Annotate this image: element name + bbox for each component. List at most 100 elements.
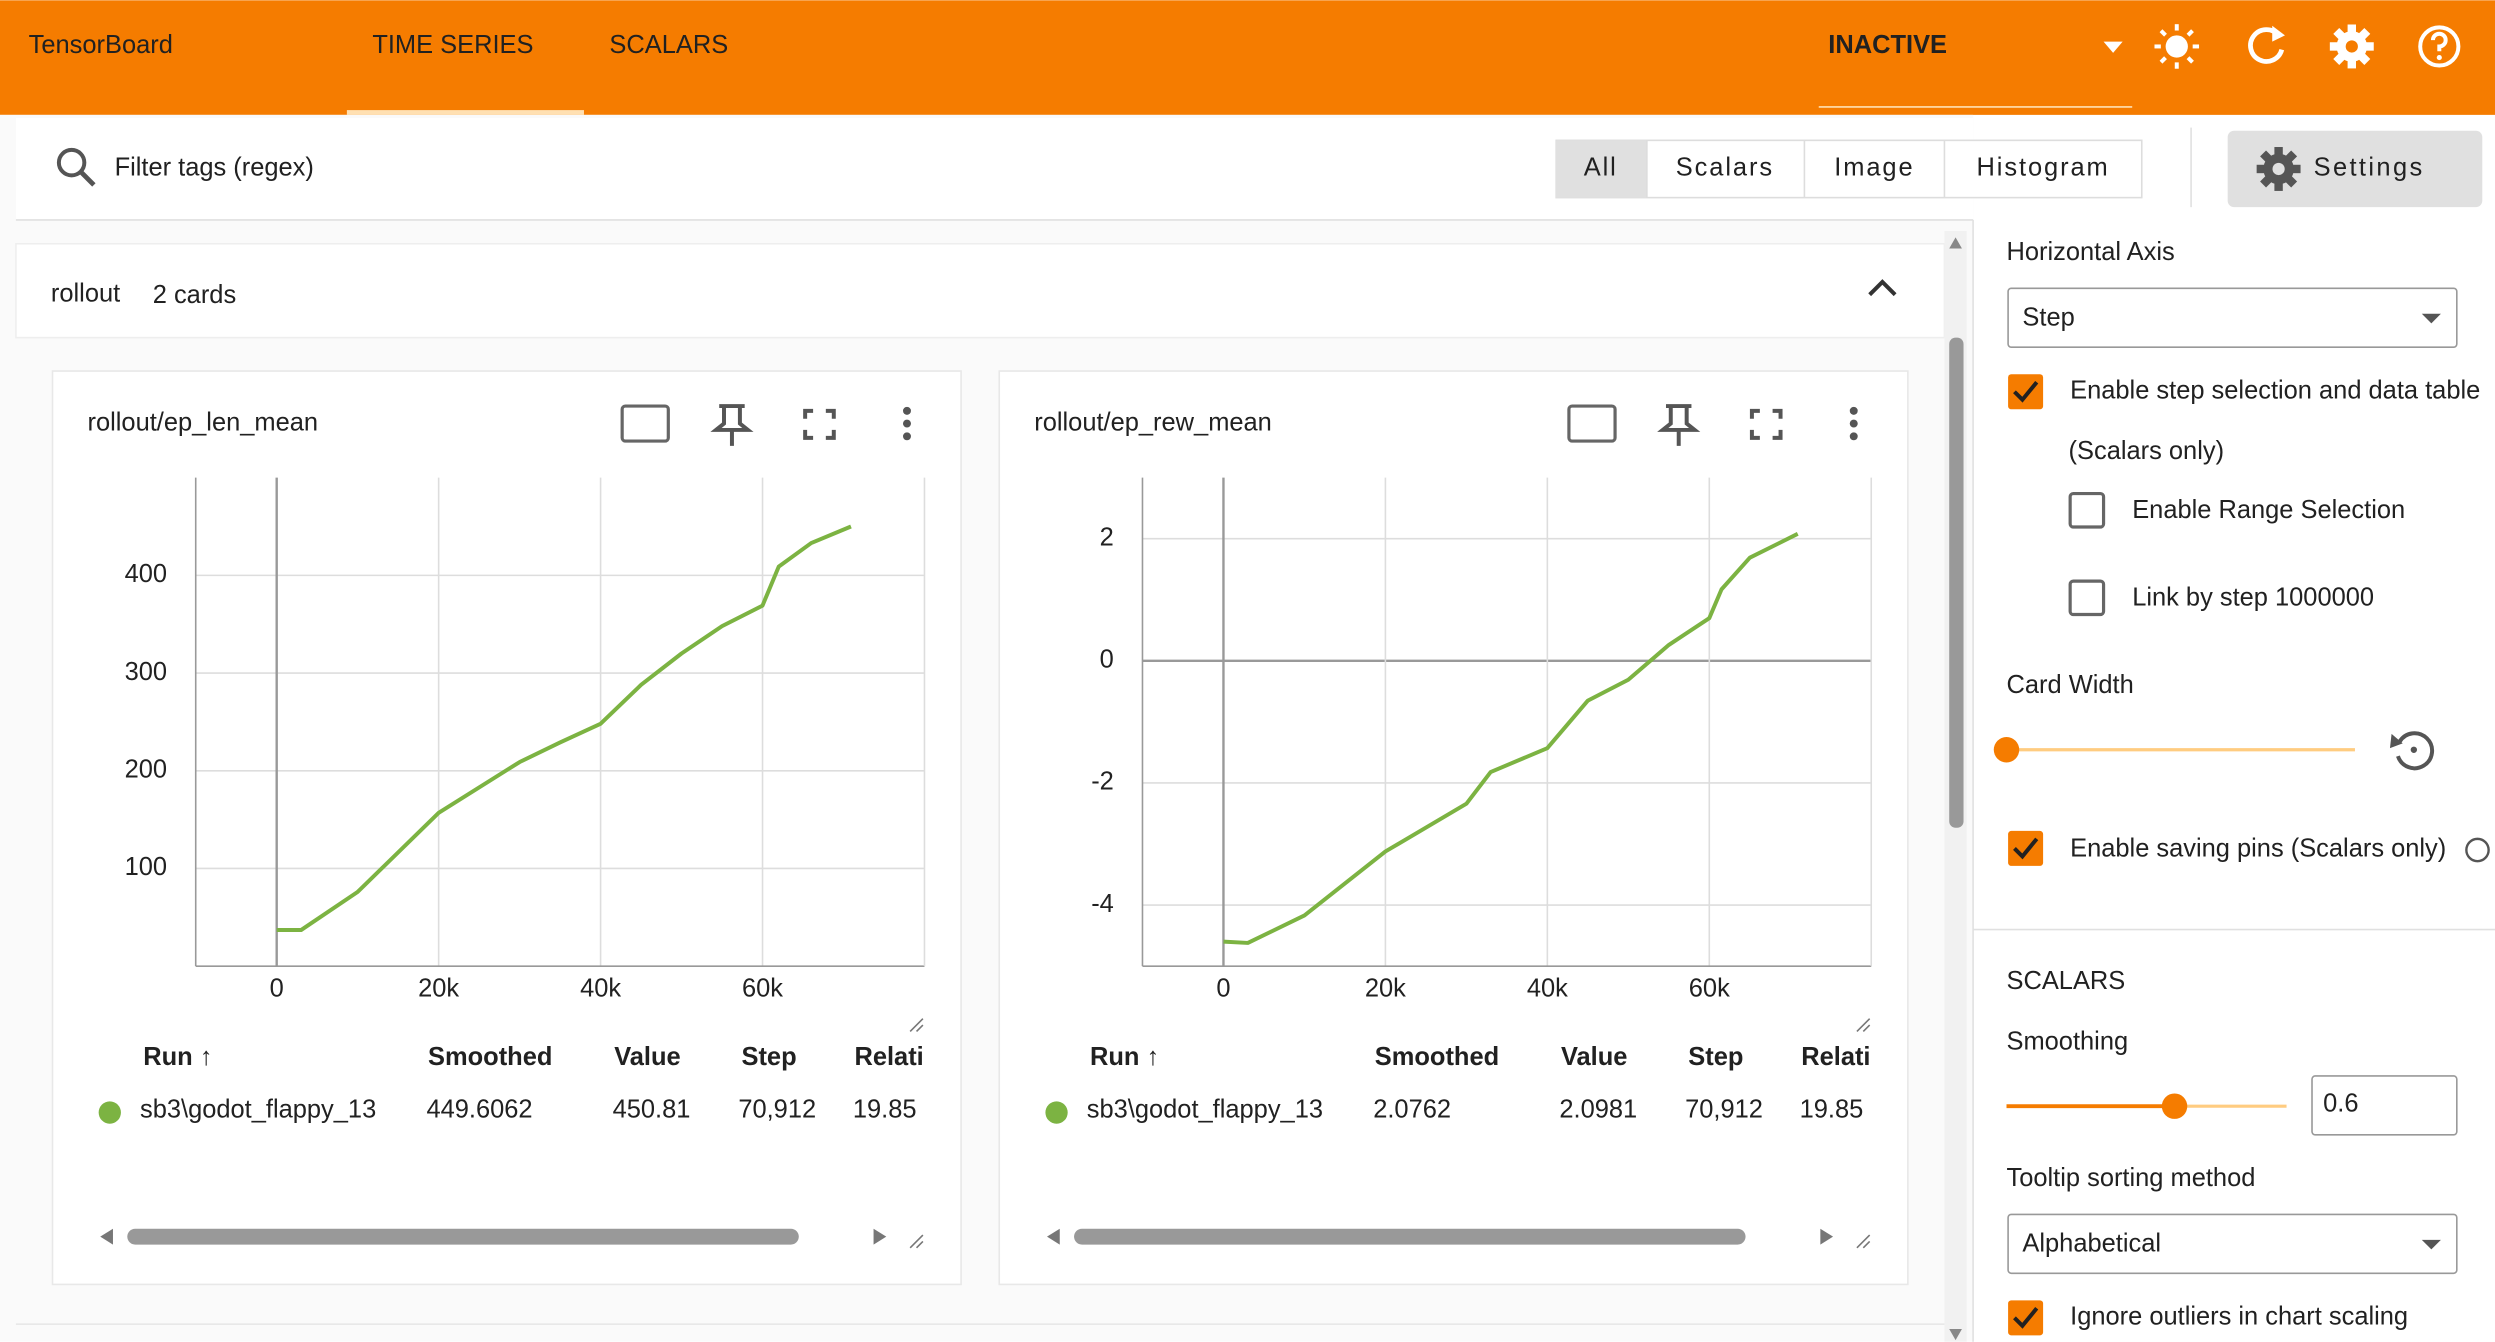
table-cell: 70,912: [1685, 1096, 1763, 1124]
horizontal-axis-select-value: Step: [2022, 303, 2074, 331]
setting-label: Link by step 1000000: [2132, 583, 2374, 611]
hscroll-right[interactable]: [873, 1228, 887, 1245]
sun-ray: [2186, 56, 2194, 64]
tab[interactable]: SCALARS: [609, 31, 728, 59]
fit-domain-button[interactable]: [1567, 404, 1617, 443]
fullscreen-button[interactable]: [1749, 408, 1783, 440]
table-cell: sb3\godot_flappy_13: [1087, 1096, 1323, 1124]
help-button[interactable]: [2418, 25, 2461, 68]
reset-arrow: [2389, 733, 2403, 749]
card: [998, 370, 1909, 1286]
group-count: 2 cards: [153, 281, 236, 309]
gear-tooth: [2274, 179, 2283, 191]
settings-toggle[interactable]: [2227, 130, 2483, 208]
tooltip-sort-select[interactable]: [2007, 1213, 2458, 1275]
search-handle: [79, 170, 96, 187]
hscroll-right[interactable]: [1820, 1228, 1834, 1245]
column-header[interactable]: Run ↑: [1090, 1043, 1159, 1071]
app-title: TensorBoard: [29, 31, 173, 59]
card-title: rollout/ep_rew_mean: [1034, 408, 1272, 436]
column-header: Value: [614, 1043, 680, 1071]
column-header: Relati: [854, 1043, 923, 1071]
check-mark: [2013, 1307, 2039, 1329]
table-cell: 2.0981: [1559, 1096, 1637, 1124]
menu-dot: [903, 406, 911, 415]
scroll-down[interactable]: [1949, 1328, 1962, 1341]
smoothing-input[interactable]: [2311, 1075, 2458, 1136]
sun-ray: [2186, 29, 2194, 37]
hscroll-left[interactable]: [1047, 1228, 1060, 1245]
reload-button[interactable]: [2248, 27, 2285, 64]
sun-core: [2165, 35, 2188, 58]
pin-button[interactable]: [710, 404, 754, 446]
checkbox-checked[interactable]: [2008, 1300, 2044, 1336]
slider-knob[interactable]: [2161, 1093, 2188, 1119]
resize-handle[interactable]: [909, 1018, 924, 1032]
checkbox-checked[interactable]: [2008, 374, 2044, 410]
x-tick-label: 0: [1216, 975, 1230, 1003]
menu-dot: [903, 432, 911, 441]
menu-dot: [903, 419, 911, 428]
setting-label: Card Width: [2007, 671, 2134, 699]
y-tick-label: 200: [125, 755, 167, 783]
theme-button[interactable]: [2154, 24, 2200, 69]
checkbox-unchecked[interactable]: [2068, 491, 2106, 529]
dropdown-arrow[interactable]: [2103, 41, 2123, 53]
section-heading: SCALARS: [2007, 967, 2126, 995]
x-tick-label: 40k: [580, 975, 621, 1003]
type-selected: [1556, 140, 1647, 198]
column-header: Smoothed: [1375, 1043, 1499, 1071]
header-settings-button[interactable]: [2329, 24, 2374, 69]
smoothing-input-value: 0.6: [2323, 1089, 2358, 1117]
check-mark: [2013, 380, 2039, 403]
card-menu-button[interactable]: [903, 406, 911, 441]
settings-toggle-label: Settings: [2314, 154, 2425, 182]
help-icon[interactable]: [2465, 837, 2490, 863]
column-header[interactable]: Run ↑: [143, 1043, 212, 1071]
reset-button[interactable]: [2396, 731, 2435, 771]
series-line: [1223, 532, 1799, 945]
tab[interactable]: TIME SERIES: [372, 31, 533, 59]
hscroll-left[interactable]: [100, 1228, 113, 1245]
checkbox-unchecked[interactable]: [2068, 579, 2106, 617]
reload-arrow: [2272, 25, 2285, 42]
fit-domain-button[interactable]: [620, 404, 670, 443]
header-bar: [0, 0, 2495, 115]
checkbox-checked[interactable]: [2008, 830, 2044, 866]
menu-dot: [1849, 419, 1858, 428]
setting-label: Enable step selection and data table: [2070, 376, 2480, 404]
menu-dot: [1849, 406, 1858, 415]
resize-handle[interactable]: [1856, 1234, 1871, 1249]
slider-knob[interactable]: [1993, 737, 2020, 763]
type-filter-button[interactable]: Histogram: [1977, 154, 2110, 182]
setting-label: Smoothing: [2007, 1027, 2129, 1055]
type-filter-button[interactable]: All: [1584, 154, 1618, 182]
type-filter-button[interactable]: Image: [1834, 154, 1914, 182]
setting-label: Tooltip sorting method: [2007, 1164, 2256, 1192]
column-header: Value: [1561, 1043, 1627, 1071]
filter-input[interactable]: Filter tags (regex): [115, 154, 314, 182]
gear-tooth: [2274, 147, 2283, 159]
card: [51, 370, 962, 1286]
scroll-up[interactable]: [1949, 237, 1962, 249]
hscroll-thumb[interactable]: [127, 1228, 799, 1245]
run-color-dot: [1045, 1101, 1068, 1124]
run-status-select[interactable]: INACTIVE: [1828, 31, 1947, 59]
setting-label: Enable Range Selection: [2132, 496, 2405, 524]
horizontal-axis-select[interactable]: [2007, 287, 2458, 348]
sun-ray: [2159, 56, 2167, 64]
x-tick-label: 20k: [418, 975, 459, 1003]
setting-label: Ignore outliers in chart scaling: [2070, 1303, 2408, 1331]
resize-handle[interactable]: [909, 1234, 924, 1249]
fullscreen-button[interactable]: [803, 408, 836, 440]
hscroll-thumb[interactable]: [1074, 1228, 1746, 1245]
resize-handle[interactable]: [1856, 1018, 1871, 1032]
type-filter-button[interactable]: Scalars: [1676, 154, 1774, 182]
pin-button[interactable]: [1657, 404, 1701, 446]
card-menu-button[interactable]: [1849, 406, 1858, 441]
y-tick-label: 300: [125, 658, 167, 686]
gear-tooth: [2347, 56, 2356, 69]
scroll-thumb[interactable]: [1949, 337, 1964, 828]
collapse-button[interactable]: [1868, 279, 1897, 297]
x-tick-label: 0: [270, 975, 284, 1003]
